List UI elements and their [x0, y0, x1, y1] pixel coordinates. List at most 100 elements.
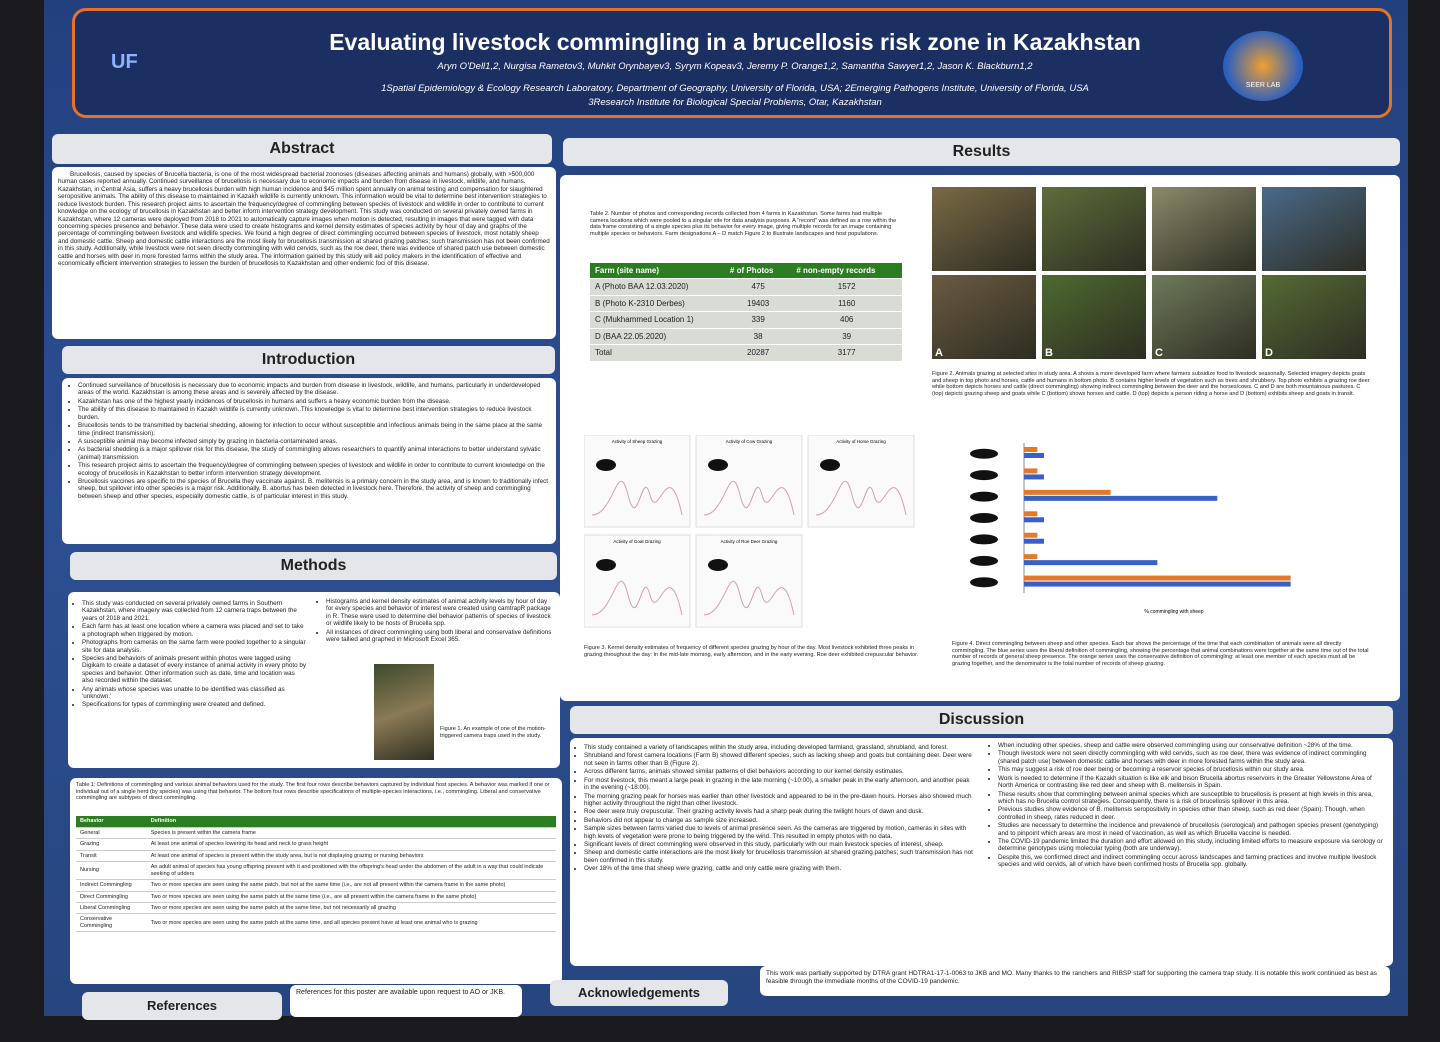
cell: B (Photo K-2310 Derbes) [590, 295, 725, 313]
photo [1152, 187, 1256, 271]
cell: Liberal Commingling [76, 902, 147, 915]
panel-label: B [1045, 347, 1053, 359]
bar [1024, 511, 1038, 517]
panel-title: Activity of Cow Grazing [726, 439, 773, 444]
bullet: Over 18% of the time that sheep were gra… [584, 865, 974, 872]
table1: Table 1: Definitions of commingling and … [70, 778, 562, 984]
cell: Two or more species are seen using the s… [146, 913, 556, 933]
animal-icon [970, 555, 998, 566]
cell: 20287 [724, 344, 792, 362]
panel [695, 534, 803, 628]
cell: 39 [791, 328, 902, 346]
animal-icon [970, 577, 998, 588]
column-header: Definition [146, 816, 556, 828]
photo [932, 187, 1036, 271]
section-heading: Results [563, 138, 1400, 166]
discussion-col: When including other species, sheep and … [988, 742, 1386, 870]
animal-icon [970, 448, 998, 459]
density-curve [591, 580, 683, 616]
bullet: The ability of this disease to maintaine… [78, 406, 550, 421]
bullet: These results show that commingling betw… [998, 791, 1386, 806]
photo [1262, 275, 1366, 359]
table: Behavior Definition General Species is pres… [76, 816, 556, 933]
bar [1024, 560, 1158, 566]
row: Total 20287 3177 [590, 344, 902, 362]
bar [1024, 468, 1038, 474]
row: Grazing At least one animal of species lo… [76, 838, 556, 851]
panel-title: Activity of Goat Grazing [613, 539, 661, 544]
section-heading: Discussion [570, 706, 1393, 734]
column-header: Farm (site name) [590, 263, 725, 280]
cell: 38 [724, 328, 792, 346]
panel-title: Activity of Horse Grazing [836, 439, 886, 444]
cell: Nursing [76, 861, 147, 881]
bullet: Shrubland and forest camera locations (F… [584, 752, 974, 767]
bar [1024, 581, 1291, 587]
axis-label: % commingling with sheep [1144, 609, 1203, 615]
cell: General [76, 827, 147, 840]
references-text: References for this poster are available… [290, 985, 522, 1017]
bullet: Work is needed to determine if the Kazak… [998, 775, 1386, 790]
bullet-list: This study contained a variety of landsc… [574, 744, 974, 873]
photo [1042, 187, 1146, 271]
cell: Grazing [76, 838, 147, 851]
bar [1024, 447, 1038, 452]
acknowledgements-text: This work was partially supported by DTR… [760, 966, 1390, 996]
row: B (Photo K-2310 Derbes) 19403 1160 [590, 295, 902, 313]
panel [584, 435, 691, 528]
bullet-list: Histograms and kernel density estimates … [316, 598, 552, 644]
cell: 19403 [724, 295, 792, 313]
density-curve [703, 480, 795, 516]
logo-left: UF [111, 51, 138, 73]
cell: Conservative Commingling [76, 913, 147, 933]
authors: Aryn O'Dell1,2, Nurgisa Rametov3, Muhkit… [437, 61, 1033, 72]
panel-label: A [935, 347, 943, 359]
discussion-text: This study contained a variety of landsc… [570, 738, 1393, 966]
header: UF Evaluating livestock commingling in a… [72, 8, 1392, 118]
poster: UF Evaluating livestock commingling in a… [44, 0, 1408, 1020]
bullet: As bacterial shedding is a major spillov… [78, 446, 550, 461]
figure-caption: Figure 1. An example of one of the motio… [440, 726, 546, 739]
cell: Total [590, 344, 725, 362]
bullet: Brucellosis vaccines are specific to the… [78, 478, 550, 500]
logo-right: SEER LAB [1223, 31, 1303, 101]
animal-icon [970, 534, 998, 545]
row: Conservative Commingling Two or more spec… [76, 913, 556, 933]
row: A (Photo BAA 12.03.2020) 475 1572 [590, 278, 902, 296]
cell: 406 [791, 311, 902, 329]
panel-label: D [1265, 347, 1273, 359]
column-header: Behavior [76, 816, 147, 828]
bullet: All instances of direct commingling usin… [326, 629, 552, 644]
figure-caption: Figure 2. Animals grazing at selected si… [932, 371, 1370, 398]
bullet: The morning grazing peak for horses was … [584, 793, 974, 808]
bullet: This study was conducted on several priv… [82, 600, 308, 622]
cell: A (Photo BAA 12.03.2020) [590, 278, 725, 296]
affiliation: 3Research Institute for Biological Speci… [588, 97, 882, 108]
row: Transit At least one animal of species is… [76, 850, 556, 863]
methods-text: This study was conducted on several priv… [68, 592, 560, 768]
bar [1024, 575, 1291, 581]
cell: 3177 [791, 344, 902, 362]
cell: D (BAA 22.05.2020) [590, 328, 725, 346]
bullet: Sheep and domestic cattle interactions a… [584, 849, 974, 864]
bullet: Across different farms, animals showed s… [584, 768, 974, 775]
table: Farm (site name) # of Photos # non-empty r… [590, 263, 902, 362]
discussion-col: This study contained a variety of landsc… [574, 744, 974, 874]
bullet-list: Continued surveillance of brucellosis is… [68, 382, 550, 500]
animal-icon [708, 459, 728, 471]
bullet: Though livestock were not seen directly … [998, 750, 1386, 765]
bullet: Behaviors did not appear to change as sa… [584, 817, 974, 824]
panel-label: C [1155, 347, 1163, 359]
bullet: Continued surveillance of brucellosis is… [78, 382, 550, 397]
row: General Species is present within the cam… [76, 827, 556, 840]
density-curve [591, 480, 683, 516]
bullet: Significant levels of direct commingling… [584, 841, 974, 848]
row: Direct Commingling Two or more species ar… [76, 891, 556, 904]
bullet: Histograms and kernel density estimates … [326, 598, 552, 628]
section-heading: Introduction [62, 346, 555, 374]
bullet: The COVID-19 pandemic limited the durati… [998, 838, 1386, 853]
bullet: Studies are necessary to determine the i… [998, 822, 1386, 837]
cell: At least one animal of species is presen… [146, 850, 556, 863]
bullet: For most livestock, this meant a large p… [584, 777, 974, 792]
